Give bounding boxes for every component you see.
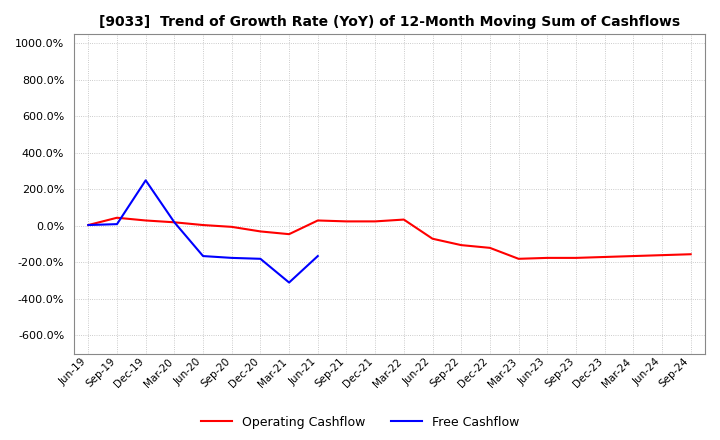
Operating Cashflow [342, 219, 351, 224]
Operating Cashflow [457, 242, 466, 248]
Operating Cashflow [543, 255, 552, 260]
Free Cashflow [256, 256, 265, 261]
Free Cashflow [170, 220, 179, 225]
Operating Cashflow [686, 252, 695, 257]
Free Cashflow [199, 253, 207, 259]
Operating Cashflow [228, 224, 236, 230]
Operating Cashflow [572, 255, 580, 260]
Operating Cashflow [285, 231, 294, 237]
Operating Cashflow [112, 215, 121, 220]
Operating Cashflow [485, 245, 494, 250]
Operating Cashflow [84, 222, 93, 227]
Free Cashflow [84, 222, 93, 227]
Free Cashflow [285, 280, 294, 285]
Free Cashflow [112, 221, 121, 227]
Operating Cashflow [428, 236, 437, 242]
Operating Cashflow [313, 218, 322, 223]
Operating Cashflow [141, 218, 150, 223]
Operating Cashflow [371, 219, 379, 224]
Line: Free Cashflow: Free Cashflow [89, 180, 318, 282]
Free Cashflow [313, 253, 322, 259]
Operating Cashflow [657, 253, 666, 258]
Operating Cashflow [600, 254, 609, 260]
Title: [9033]  Trend of Growth Rate (YoY) of 12-Month Moving Sum of Cashflows: [9033] Trend of Growth Rate (YoY) of 12-… [99, 15, 680, 29]
Free Cashflow [228, 255, 236, 260]
Operating Cashflow [256, 229, 265, 234]
Operating Cashflow [514, 256, 523, 261]
Operating Cashflow [170, 220, 179, 225]
Operating Cashflow [199, 222, 207, 227]
Free Cashflow [141, 178, 150, 183]
Line: Operating Cashflow: Operating Cashflow [89, 218, 690, 259]
Operating Cashflow [629, 253, 638, 259]
Operating Cashflow [400, 217, 408, 222]
Legend: Operating Cashflow, Free Cashflow: Operating Cashflow, Free Cashflow [196, 411, 524, 434]
